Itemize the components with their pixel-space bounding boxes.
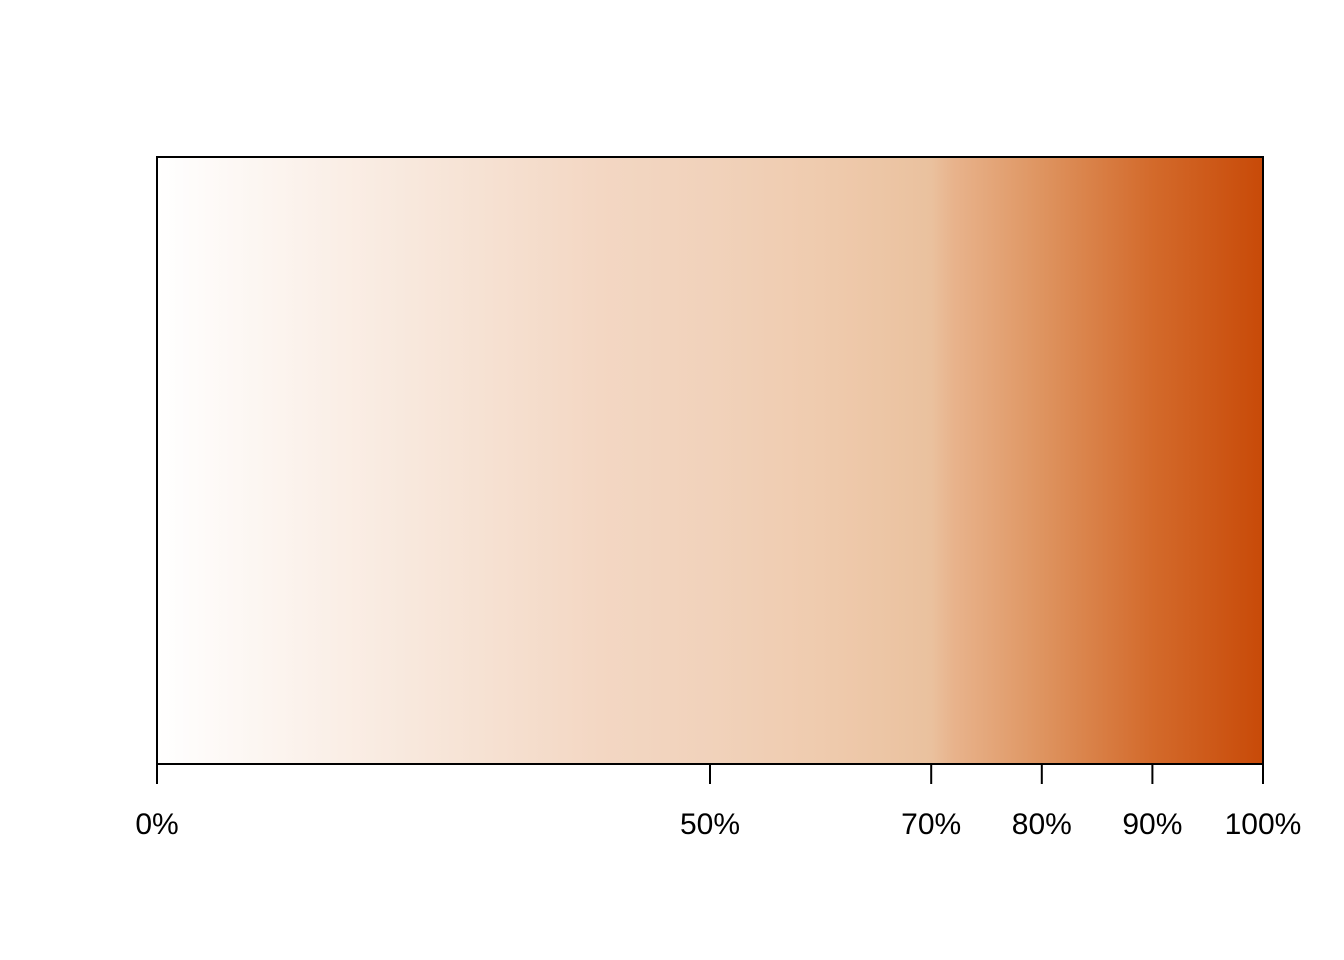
x-tick-label: 100% bbox=[1225, 808, 1302, 841]
x-tick-label: 90% bbox=[1122, 808, 1182, 841]
x-tick-label: 70% bbox=[901, 808, 961, 841]
x-tick-label: 50% bbox=[680, 808, 740, 841]
x-tick-label: 80% bbox=[1012, 808, 1072, 841]
x-axis-ticks: 0% 50% 70% 80% 90% 100% bbox=[135, 764, 1301, 841]
color-scale-bar bbox=[156, 156, 1264, 765]
x-tick-label: 0% bbox=[135, 808, 178, 841]
